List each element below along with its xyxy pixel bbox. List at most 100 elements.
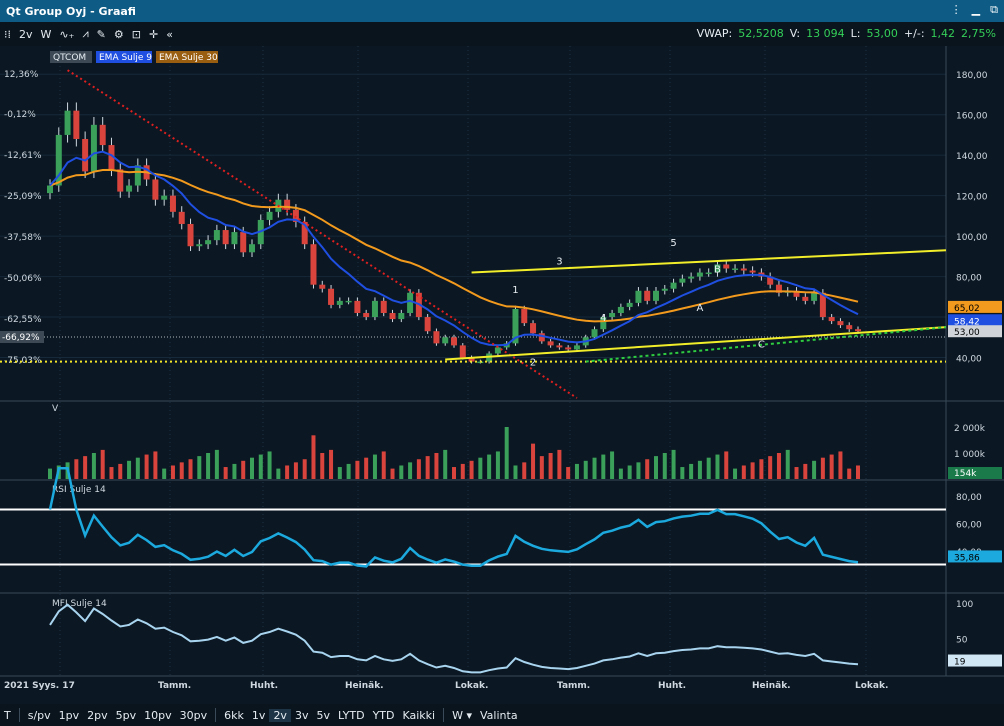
line-chart-icon[interactable]: ⩘	[82, 27, 89, 40]
time-label: 2021 Syys. 17	[4, 681, 75, 691]
volume-bar	[478, 457, 483, 479]
volume-bar	[706, 457, 711, 479]
candle-body	[802, 296, 809, 301]
crosshair-icon[interactable]: ✛	[148, 27, 159, 41]
draw-pen-icon[interactable]: ✎	[96, 27, 106, 41]
volume-bar	[162, 468, 167, 479]
settings-gear-icon[interactable]: ⚙	[113, 27, 124, 41]
candle-body	[442, 337, 449, 344]
volume-bar	[179, 462, 184, 479]
period-button[interactable]: 2v	[19, 27, 33, 41]
range-button-13[interactable]: YTD	[372, 708, 395, 722]
volume-bar	[250, 457, 254, 479]
range-button-8[interactable]: 1v	[251, 708, 266, 722]
range-button-15[interactable]: W ▾	[452, 708, 473, 722]
legend-ema9: EMA Sulje 9	[99, 53, 152, 63]
price-tick-label: 120,00	[956, 193, 988, 203]
candle-body	[521, 308, 528, 324]
indicator-icon[interactable]: ∿₊	[59, 27, 75, 41]
chart-area[interactable]: 180,00160,00140,00120,00100,0080,0060,00…	[0, 46, 1004, 704]
range-button-2[interactable]: 1pv	[58, 708, 80, 722]
cursor-pct-label: -66,92%	[2, 333, 40, 343]
volume-bar	[390, 468, 395, 479]
candle-body	[213, 230, 220, 241]
legend-ema30-box[interactable]	[156, 51, 218, 63]
percent-tick-label: 12,36%	[4, 70, 39, 80]
rsi-title: RSI Sulje 14	[52, 485, 106, 495]
price-tag-ema30: 65,02	[954, 304, 980, 314]
wave-label: C	[758, 339, 765, 350]
volume-bar	[741, 465, 746, 479]
legend-ema30: EMA Sulje 30	[159, 53, 218, 63]
wave-label: 4	[600, 313, 606, 324]
range-button-14[interactable]: Kaikki	[402, 708, 436, 722]
range-button-9[interactable]: 2v	[269, 708, 291, 722]
candle-body	[828, 317, 835, 322]
collapse-icon[interactable]: «	[166, 27, 173, 41]
volume-bar	[48, 468, 52, 479]
range-button-4[interactable]: 5pv	[115, 708, 137, 722]
range-button-6[interactable]: 30pv	[179, 708, 208, 722]
volume-bar	[153, 451, 158, 479]
volume-bar	[285, 465, 290, 479]
interval-button[interactable]: W	[40, 27, 52, 41]
volume-bar	[715, 454, 720, 479]
maximize-icon[interactable]: ⧉	[990, 3, 998, 16]
volume-bar	[443, 449, 448, 479]
volume-bar	[689, 463, 694, 479]
range-button-3[interactable]: 2pv	[87, 708, 108, 722]
candle-body	[740, 268, 747, 271]
volume-bar	[399, 465, 404, 479]
volume-axis: 2 000k 1 000k 154k	[948, 424, 1002, 479]
legend-ema9-box[interactable]	[96, 51, 152, 63]
mfi-last-box	[948, 654, 1002, 667]
volume-bar	[829, 454, 834, 479]
volume-bar	[671, 449, 676, 479]
range-button-10[interactable]: 3v	[294, 708, 309, 722]
volume-bar	[232, 463, 237, 479]
range-button-16[interactable]: Valinta	[480, 708, 518, 722]
range-button-7[interactable]: 6kk	[224, 708, 244, 722]
range-button-11[interactable]: 5v	[316, 708, 330, 722]
candle-body	[249, 244, 255, 253]
candle-body	[670, 282, 677, 289]
panel-borders	[0, 46, 1004, 677]
volume-value: 13 094	[806, 27, 845, 40]
range-button-12[interactable]: LYTD	[337, 708, 365, 722]
price-tick-label: 140,00	[956, 152, 988, 162]
volume-last-box	[948, 467, 1002, 479]
candle-body	[573, 345, 580, 350]
volume-bar	[74, 459, 79, 479]
candle-body	[301, 221, 308, 245]
range-button-1[interactable]: s/pv	[27, 708, 51, 722]
volume-tick-label: 2 000k	[954, 424, 986, 434]
chart-type-icon[interactable]: ⁝⁞	[4, 27, 11, 41]
upper-channel-line	[471, 249, 947, 274]
menu-icon[interactable]: ⋮	[950, 3, 962, 16]
template-icon[interactable]: ⊡	[131, 27, 141, 41]
price-tick-label: 40,00	[956, 355, 982, 365]
volume-bar	[460, 463, 465, 479]
candle-body	[363, 313, 370, 318]
vwap-value: 52,5208	[738, 27, 784, 40]
range-button-0[interactable]: T	[4, 708, 11, 722]
rsi-polyline	[48, 467, 859, 568]
volume-bar	[627, 465, 632, 479]
volume-bar	[856, 465, 860, 479]
price-tick-label: 160,00	[956, 112, 988, 122]
candle-body	[732, 268, 739, 270]
price-tick-label: 100,00	[956, 233, 988, 243]
candle-body	[767, 276, 774, 285]
candle-body	[705, 272, 712, 275]
percent-tick-label: -75,03%	[4, 356, 42, 366]
volume-title: V	[52, 404, 59, 414]
candle-body	[152, 179, 159, 200]
volume-bar	[408, 462, 413, 479]
range-button-5[interactable]: 10pv	[144, 708, 172, 722]
volume-bar	[206, 453, 211, 479]
minimize-icon[interactable]: ▁	[971, 3, 981, 16]
rsi-tick-label: 60,00	[956, 520, 982, 530]
separator	[215, 708, 217, 722]
